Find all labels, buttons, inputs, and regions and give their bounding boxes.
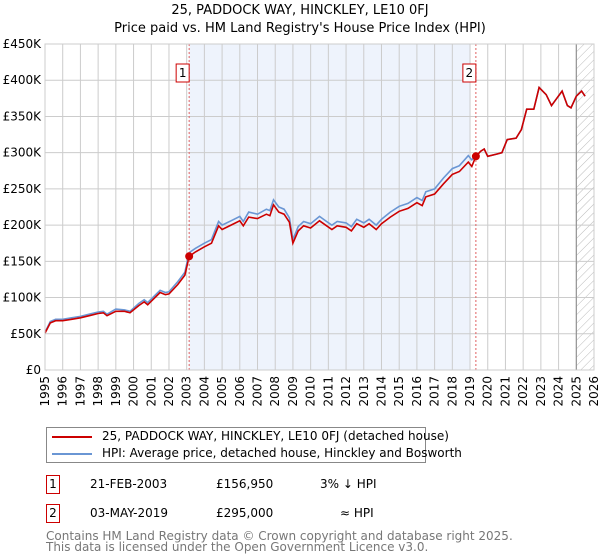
legend-item-hpi: HPI: Average price, detached house, Hinc… (47, 446, 462, 462)
x-tick-label: 2018 (445, 376, 459, 407)
x-tick-label: 2016 (410, 376, 424, 407)
y-tick-label: £150K (3, 254, 43, 268)
x-tick-label: 2000 (127, 376, 141, 407)
property-price-line (44, 85, 586, 334)
legend-swatch-red (52, 436, 92, 438)
x-tick-label: 2007 (251, 376, 265, 407)
x-tick-label: 2020 (481, 376, 495, 407)
x-tick-label: 1999 (109, 376, 123, 407)
sale-point (471, 152, 480, 161)
x-tick-label: 2011 (321, 376, 335, 407)
x-tick-label: 2023 (534, 376, 548, 407)
x-tick-label: 2002 (162, 376, 176, 407)
shaded-period (189, 44, 471, 370)
x-tick-label: 2008 (268, 376, 282, 407)
sale-badge: 1 (46, 475, 60, 494)
sale-label: 2 (466, 66, 474, 80)
y-tick-label: £100K (3, 291, 43, 305)
x-tick-label: 2014 (374, 376, 388, 407)
sale-label-box (175, 63, 190, 83)
forecast-hatch (576, 44, 594, 370)
sale-point (185, 252, 194, 261)
x-tick-label: 1995 (38, 376, 52, 407)
x-tick-label: 1996 (56, 376, 70, 407)
sale-hpi: ≈ HPI (340, 506, 374, 520)
sale-label-box (462, 63, 477, 83)
x-tick-label: 2001 (144, 376, 158, 407)
x-tick-label: 2024 (552, 376, 566, 407)
sale-badge: 2 (46, 504, 60, 523)
y-tick-label: £250K (3, 182, 43, 196)
price-chart: 25, PADDOCK WAY, HINCKLEY, LE10 0FJ Pric… (3, 3, 600, 407)
x-tick-label: 2017 (428, 376, 442, 407)
footer-licence: This data is licensed under the Open Gov… (46, 540, 429, 554)
x-tick-label: 2004 (197, 376, 211, 407)
x-tick-label: 1998 (91, 376, 105, 407)
legend-label: 25, PADDOCK WAY, HINCKLEY, LE10 0FJ (det… (102, 429, 449, 443)
chart-subtitle: Price paid vs. HM Land Registry's House … (114, 21, 486, 36)
x-tick-label: 2025 (569, 376, 583, 407)
x-tick-label: 2010 (304, 376, 318, 407)
sale-date: 03-MAY-2019 (90, 506, 169, 520)
x-tick-label: 2009 (286, 376, 300, 407)
x-tick-label: 2019 (463, 376, 477, 407)
sale-price: £156,950 (216, 477, 274, 491)
legend-label: HPI: Average price, detached house, Hinc… (102, 446, 462, 460)
y-tick-label: £0 (26, 363, 41, 377)
footer-copyright: Contains HM Land Registry data © Crown c… (46, 529, 513, 543)
y-tick-label: £400K (3, 73, 43, 87)
y-tick-label: £350K (3, 109, 43, 123)
x-tick-label: 2026 (587, 376, 600, 407)
legend-swatch-blue (52, 453, 92, 455)
plot-border (44, 43, 595, 371)
y-tick-label: £200K (3, 218, 43, 232)
sale-label: 1 (179, 66, 187, 80)
sale-price: £295,000 (216, 506, 274, 520)
x-tick-label: 1997 (73, 376, 87, 407)
chart-title: 25, PADDOCK WAY, HINCKLEY, LE10 0FJ (171, 3, 428, 18)
y-tick-label: £300K (3, 146, 43, 160)
legend: 25, PADDOCK WAY, HINCKLEY, LE10 0FJ (det… (46, 427, 462, 463)
x-tick-label: 2003 (180, 376, 194, 407)
x-tick-label: 2022 (516, 376, 530, 407)
x-tick-label: 2006 (233, 376, 247, 407)
x-tick-label: 2012 (339, 376, 353, 407)
sale-hpi: 3% ↓ HPI (320, 477, 377, 491)
x-tick-label: 2021 (498, 376, 512, 407)
x-tick-label: 2013 (357, 376, 371, 407)
legend-item-property: 25, PADDOCK WAY, HINCKLEY, LE10 0FJ (det… (47, 429, 449, 445)
y-tick-label: £450K (3, 37, 43, 51)
sale-date: 21-FEB-2003 (90, 477, 168, 491)
x-tick-label: 2005 (215, 376, 229, 407)
y-tick-label: £50K (10, 327, 42, 341)
x-tick-label: 2015 (392, 376, 406, 407)
